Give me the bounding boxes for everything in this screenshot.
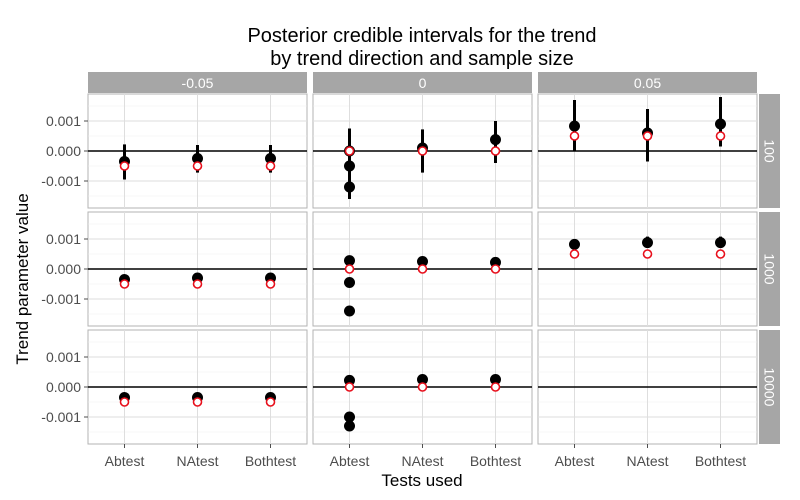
row-strip-label-1: 1000 [762,253,778,284]
true-value-point-NAtest [417,382,428,392]
true-value-point-Abtest [344,264,355,274]
estimate-point-extra [344,420,355,432]
row-strip-0 [759,94,780,208]
panel-r1-c2 [537,211,758,327]
true-value-point-Abtest [344,382,355,392]
y-axis-label: Trend parameter value [13,193,32,364]
chart-title-line-2: by trend direction and sample size [270,48,574,70]
col-strip-label-2: 0.05 [634,75,661,91]
y-tick-label: 0.001 [46,231,81,247]
true-value-point-Bothtest [715,249,726,259]
col-strip-label-0: -0.05 [182,75,214,91]
true-value-point-Bothtest [265,279,276,289]
row-strip-label-2: 10000 [762,368,778,407]
true-value-point-NAtest [417,146,428,156]
x-tick-label: NAtest [176,453,218,469]
true-value-point-NAtest [192,397,203,407]
panels-group: -0.05 0 0.05 100 1000 10000 -0.001 0.000 0.001 -0… [41,72,780,469]
marks-r0-c2 [569,97,726,162]
true-value-point-Bothtest [490,264,501,274]
y-tick-label: -0.001 [41,173,81,189]
x-tick-label: NAtest [401,453,443,469]
marks-r1-c2 [569,236,726,259]
true-value-point-NAtest [192,161,203,171]
y-tick-label: 0.000 [46,261,81,277]
estimate-point-extra [344,305,355,317]
col-strip-2 [538,72,757,93]
chart-title-line-1: Posterior credible intervals for the tre… [247,25,596,47]
true-value-point-Abtest [119,161,130,171]
y-tick-label: -0.001 [41,409,81,425]
y-tick-label: 0.000 [46,379,81,395]
estimate-point-Bothtest [265,153,276,164]
estimate-point-NAtest [417,374,428,385]
row-strip-label-0: 100 [762,139,778,163]
estimate-point-extra [344,181,355,193]
marks-r1-c0 [119,272,276,289]
true-value-point-Abtest [344,146,355,156]
true-value-point-Bothtest [490,382,501,392]
estimate-point-NAtest [192,153,203,164]
estimate-point-Abtest [569,120,580,132]
estimate-point-Bothtest [715,118,726,130]
col-strip-0 [88,72,307,93]
estimate-point-Bothtest [490,374,501,385]
marks-r2-c1 [344,374,501,432]
estimate-point-extra [344,160,355,172]
true-value-point-Bothtest [490,146,501,156]
true-value-point-Bothtest [715,131,726,141]
true-value-point-NAtest [192,279,203,289]
estimate-point-extra [344,411,355,423]
true-value-point-NAtest [417,264,428,274]
x-tick-label: Abtest [330,453,370,469]
estimate-point-Bothtest [490,134,501,146]
x-tick-label: Bothtest [470,453,521,469]
true-value-point-Abtest [569,249,580,259]
true-value-point-NAtest [642,131,653,141]
y-tick-label: -0.001 [41,291,81,307]
row-strip-2 [759,330,780,444]
y-tick-label: 0.001 [46,349,81,365]
true-value-point-Abtest [119,397,130,407]
estimate-point-NAtest [642,237,653,249]
row-strip-1 [759,212,780,326]
marks-r2-c0 [119,392,276,407]
marks-r0-c1 [344,121,501,199]
y-tick-label: 0.001 [46,113,81,129]
estimate-point-NAtest [417,256,428,267]
panel-r2-c0 [87,329,308,445]
x-tick-label: NAtest [626,453,668,469]
estimate-point-extra [344,277,355,288]
x-axis-label: Tests used [381,471,462,490]
marks-r0-c0 [119,144,276,180]
true-value-point-NAtest [642,249,653,259]
x-tick-label: Bothtest [245,453,296,469]
true-value-point-Abtest [119,279,130,289]
y-tick-label: 0.000 [46,143,81,159]
estimate-point-Abtest [569,238,580,250]
panel-r2-c2 [537,329,758,445]
true-value-point-Bothtest [265,161,276,171]
x-tick-label: Bothtest [695,453,746,469]
true-value-point-Bothtest [265,397,276,407]
col-strip-label-1: 0 [419,75,427,91]
true-value-point-Abtest [569,131,580,141]
x-tick-label: Abtest [555,453,595,469]
estimate-point-Abtest [344,255,355,267]
panel-r1-c0 [87,211,308,327]
x-tick-label: Abtest [105,453,145,469]
marks-r1-c1 [344,255,501,317]
estimate-point-Bothtest [715,237,726,249]
col-strip-1 [313,72,532,93]
